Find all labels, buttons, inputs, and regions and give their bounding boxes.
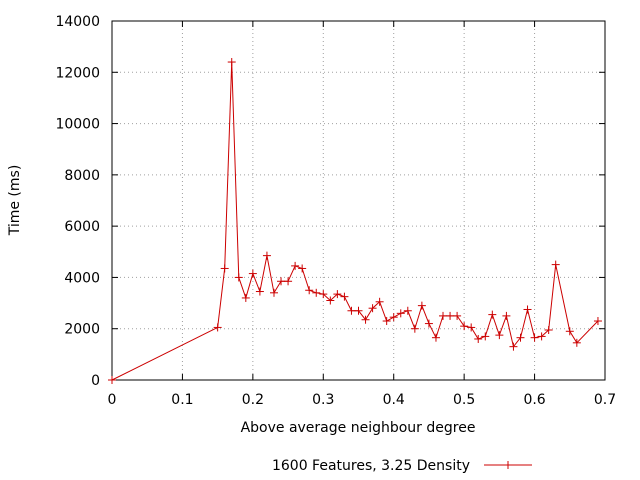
data-point (375, 297, 384, 306)
data-point (333, 290, 342, 299)
data-point (354, 306, 363, 315)
data-point (439, 311, 448, 320)
data-point (502, 311, 511, 320)
legend-label: 1600 Features, 3.25 Density (272, 458, 470, 474)
data-point (389, 313, 398, 322)
data-point (241, 293, 250, 302)
y-tick-label: 10000 (55, 117, 100, 133)
data-point (284, 277, 293, 286)
data-point (262, 251, 271, 260)
data-point (551, 260, 560, 269)
x-tick-label: 0 (108, 392, 117, 408)
data-point (537, 332, 546, 341)
data-point (298, 264, 307, 273)
y-tick-label: 12000 (55, 65, 100, 81)
data-point (213, 323, 222, 332)
data-point (108, 376, 116, 384)
data-point (516, 333, 525, 342)
plot-frame (111, 20, 606, 381)
data-point (446, 311, 455, 320)
data-point (312, 288, 321, 297)
x-tick-label: 0.4 (383, 392, 405, 408)
data-point (269, 288, 278, 297)
data-point (368, 304, 377, 313)
data-point (220, 264, 229, 273)
data-point (467, 323, 476, 332)
data-point (460, 322, 469, 331)
tick-labels: 0 0.1 0.2 0.3 0.4 0.5 0.6 0.7 0 2000 4000 6000 8000 1… (55, 14, 616, 408)
data-point (523, 305, 532, 314)
data-point (431, 333, 440, 342)
legend-marker (504, 461, 512, 469)
data-point (488, 310, 497, 319)
data-point (227, 58, 236, 67)
data-point (565, 327, 574, 336)
data-point (319, 290, 328, 299)
data-point (530, 333, 539, 342)
data-point (417, 301, 426, 310)
data-point (277, 277, 286, 286)
y-tick-label: 4000 (64, 270, 100, 286)
data-point (410, 324, 419, 333)
y-tick-label: 2000 (64, 322, 100, 338)
y-tick-label: 0 (91, 373, 100, 389)
x-tick-label: 0.7 (594, 392, 616, 408)
data-point (481, 332, 490, 341)
data-point (326, 296, 335, 305)
data-point (361, 315, 370, 324)
data-point (255, 287, 264, 296)
y-tick-label: 6000 (64, 219, 100, 235)
data-point (382, 317, 391, 326)
y-axis-title: Time (ms) (7, 165, 23, 237)
grid-lines (112, 21, 605, 380)
series-line (111, 62, 599, 381)
axis-ticks (111, 20, 606, 381)
data-point (474, 334, 483, 343)
data-series (108, 58, 602, 384)
data-point (509, 342, 518, 351)
data-point (340, 292, 349, 301)
data-point (544, 325, 553, 334)
data-point (396, 309, 405, 318)
data-point (495, 331, 504, 340)
x-tick-label: 0.5 (453, 392, 475, 408)
x-tick-label: 0.3 (312, 392, 334, 408)
data-point (347, 306, 356, 315)
x-tick-label: 0.1 (171, 392, 193, 408)
data-point (593, 317, 602, 326)
data-point (403, 306, 412, 315)
data-point (572, 338, 581, 347)
data-point (305, 286, 314, 295)
data-point (424, 319, 433, 328)
legend: 1600 Features, 3.25 Density (272, 458, 532, 474)
x-axis-title: Above average neighbour degree (241, 420, 476, 436)
x-tick-label: 0.6 (523, 392, 545, 408)
y-tick-label: 14000 (55, 14, 100, 30)
data-point (453, 311, 462, 320)
data-point (291, 261, 300, 270)
y-tick-label: 8000 (64, 168, 100, 184)
data-point (248, 269, 257, 278)
x-tick-label: 0.2 (242, 392, 264, 408)
data-point (234, 273, 243, 282)
